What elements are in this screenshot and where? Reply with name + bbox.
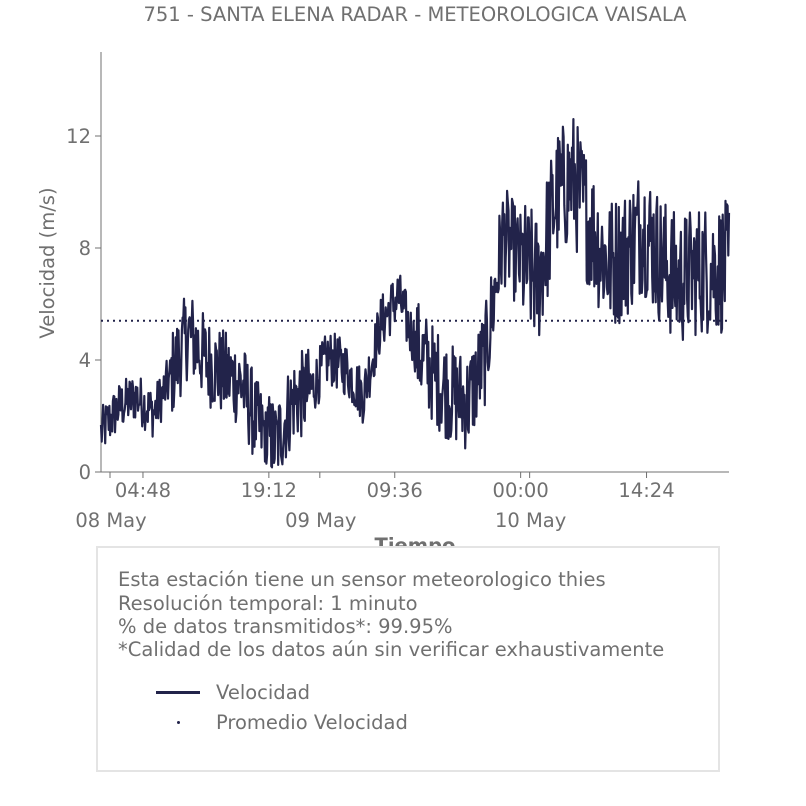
y-axis-label: Velocidad (m/s)	[36, 187, 59, 338]
station-info-box: Esta estación tiene un sensor meteorolog…	[96, 546, 720, 772]
x-tick-time-label: 14:24	[618, 479, 674, 502]
speed-series-line	[99, 118, 731, 469]
y-tick-label: 0	[79, 461, 91, 484]
y-axis-ticks: 0 4 8 12	[66, 125, 101, 484]
x-tick-date-label: 08 May	[75, 509, 146, 532]
x-axis-ticks: 04:48 19:12 09:36 00:00 14:24 08 May 09 May 10 …	[75, 472, 675, 532]
station-sensor-text: Esta estación tiene un sensor meteorolog…	[118, 568, 606, 591]
chart-title: 751 - SANTA ELENA RADAR - METEOROLOGICA …	[143, 3, 687, 26]
legend-velocidad-label: Velocidad	[216, 681, 311, 704]
legend-promedio-swatch	[177, 721, 180, 724]
x-tick-time-label: 00:00	[493, 479, 549, 502]
x-tick-date-label: 09 May	[285, 509, 356, 532]
wind-speed-chart: 751 - SANTA ELENA RADAR - METEOROLOGICA …	[36, 3, 731, 557]
x-tick-time-label: 04:48	[115, 479, 171, 502]
x-tick-time-label: 19:12	[241, 479, 297, 502]
x-tick-time-label: 09:36	[367, 479, 423, 502]
temporal-resolution-text: Resolución temporal: 1 minuto	[118, 592, 418, 615]
y-tick-label: 4	[79, 349, 91, 372]
legend-velocidad-swatch	[156, 691, 200, 694]
data-transmitted-text: % de datos transmitidos*: 99.95%	[118, 615, 453, 638]
data-quality-note: *Calidad de los datos aún sin verificar …	[118, 638, 665, 661]
y-tick-label: 8	[79, 237, 91, 260]
x-tick-date-label: 10 May	[495, 509, 566, 532]
y-tick-label: 12	[66, 125, 91, 148]
legend-promedio-label: Promedio Velocidad	[216, 711, 408, 734]
